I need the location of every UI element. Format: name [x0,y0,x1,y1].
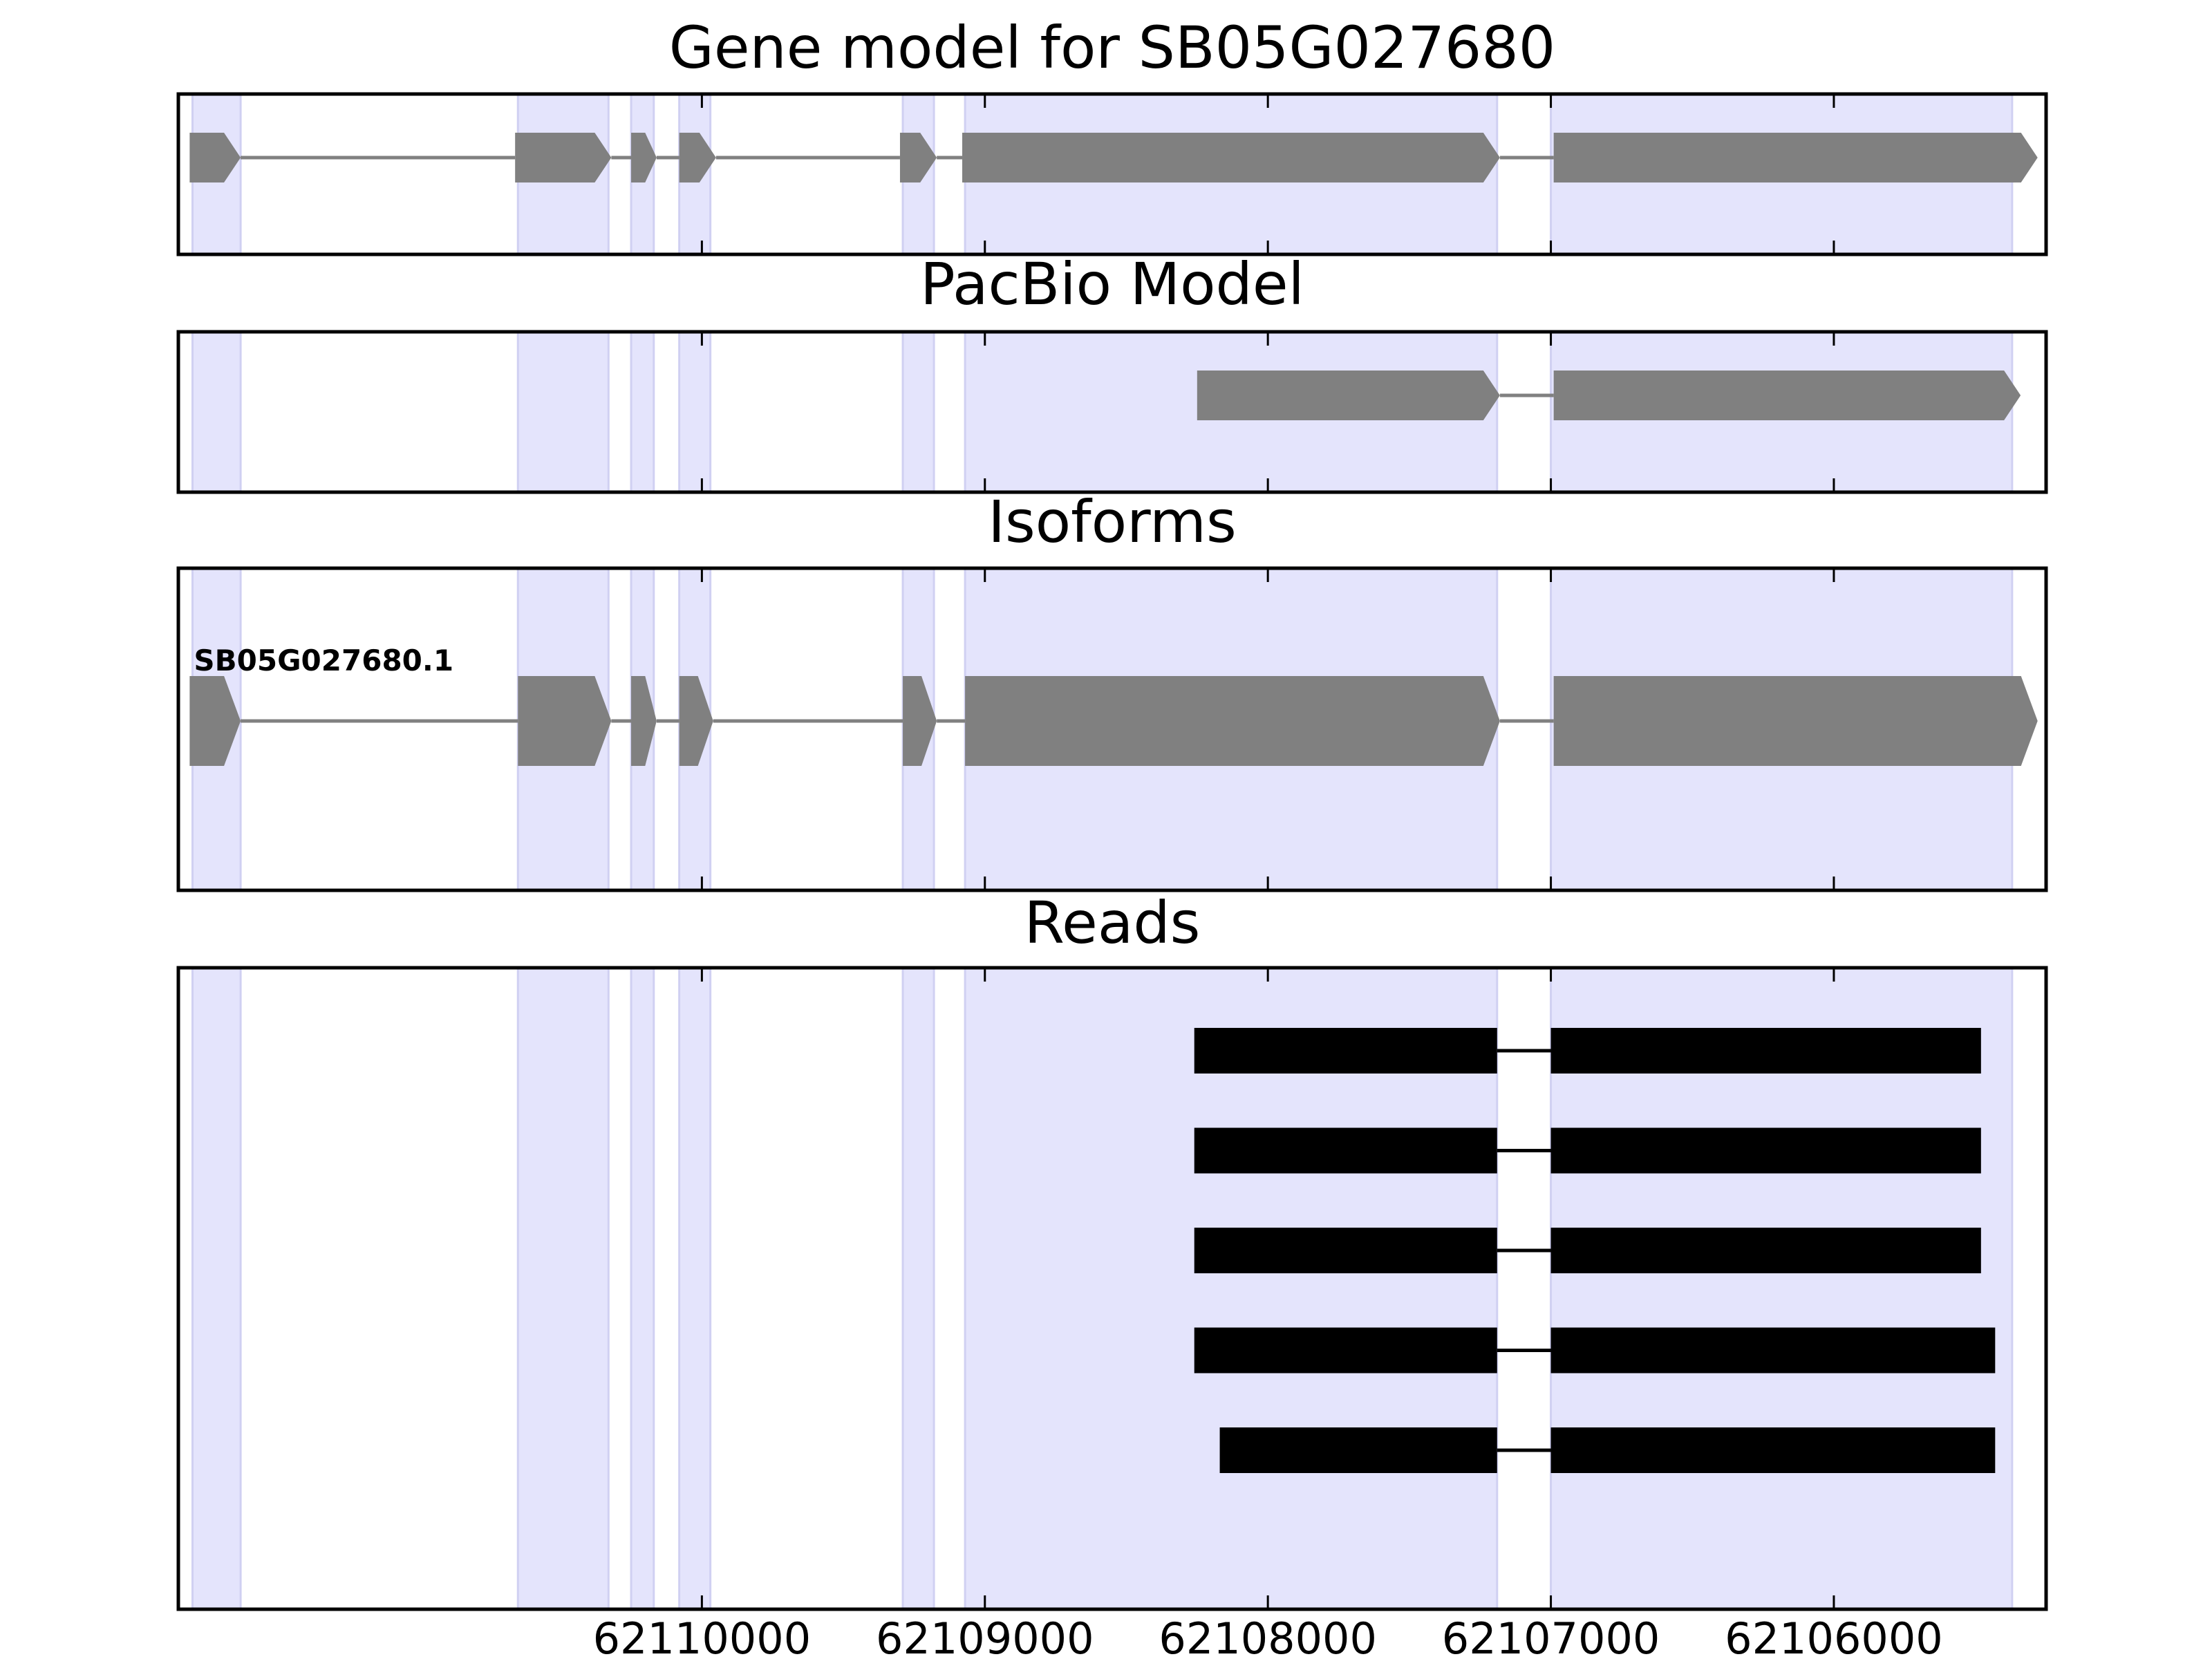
panel-pacbio: PacBio Model [176,250,2048,494]
read-track [1194,1127,1981,1174]
read-block [1194,1327,1497,1374]
panel-title: PacBio Model [920,250,1304,318]
panel-frame [176,966,2048,1611]
exon-block [518,676,612,766]
highlight-band [516,330,610,494]
highlight-band [964,966,1499,1611]
read-block [1550,1127,1981,1174]
exon-block [899,133,937,182]
exon-block [965,676,1500,766]
highlight-band [678,966,712,1611]
exon-block [962,133,1500,182]
exon-block [679,133,716,182]
x-tick-label: 62106000 [1725,1613,1943,1659]
read-block [1550,1427,1996,1473]
read-block [1550,1228,1981,1273]
gene-track [1197,371,2021,420]
highlight-band [1550,966,2014,1611]
exon-block [631,676,657,766]
highlight-band [191,966,242,1611]
read-block [1194,1127,1497,1174]
panel-isoforms: SB05G027680.1 Isoforms [176,488,2048,892]
exon-block [515,133,612,182]
gene-track [189,133,2038,182]
exon-block [903,676,937,766]
panel-title: Reads [1024,889,1201,957]
panel-title: Isoforms [988,488,1237,556]
panel-frame [176,566,2048,892]
read-block [1219,1427,1497,1473]
x-tick-label: 62109000 [876,1613,1094,1659]
panel-frame [176,92,2048,256]
highlight-band [630,330,655,494]
read-block [1550,1327,1996,1374]
exon-block [679,676,713,766]
read-block [1194,1028,1497,1074]
read-track [1194,1327,1996,1374]
read-block [1550,1028,1981,1074]
panel-title: Gene model for SB05G027680 [669,14,1555,82]
x-tick-label: 62107000 [1442,1613,1660,1659]
exon-block [1197,371,1500,420]
read-block [1194,1228,1497,1273]
panel-gene: Gene model for SB05G027680 [176,14,2048,256]
panel-frame [176,330,2048,494]
highlight-band [191,330,242,494]
panel-reads: Reads [176,889,2048,1611]
highlight-band [678,330,712,494]
highlight-band [901,330,935,494]
read-track [1194,1028,1981,1074]
isoform-label: SB05G027680.1 [194,644,453,677]
highlight-band [901,966,935,1611]
exon-block [189,676,241,766]
exon-block [1553,676,2038,766]
highlight-band [630,966,655,1611]
read-track [1219,1427,1996,1473]
highlight-band [516,966,610,1611]
x-tick-label: 62108000 [1159,1613,1377,1659]
read-track [1194,1228,1981,1273]
exon-block [1553,371,2021,420]
gene-track: SB05G027680.1 [189,644,2038,766]
exon-block [189,133,241,182]
exon-block [631,133,657,182]
x-tick-label: 62110000 [593,1613,812,1659]
exon-block [1553,133,2038,182]
panels-layer: Gene model for SB05G027680 PacBio Model SB… [176,14,2048,1611]
x-axis: 62110000 62109000 62108000 62107000 62106000 [593,1613,1943,1659]
